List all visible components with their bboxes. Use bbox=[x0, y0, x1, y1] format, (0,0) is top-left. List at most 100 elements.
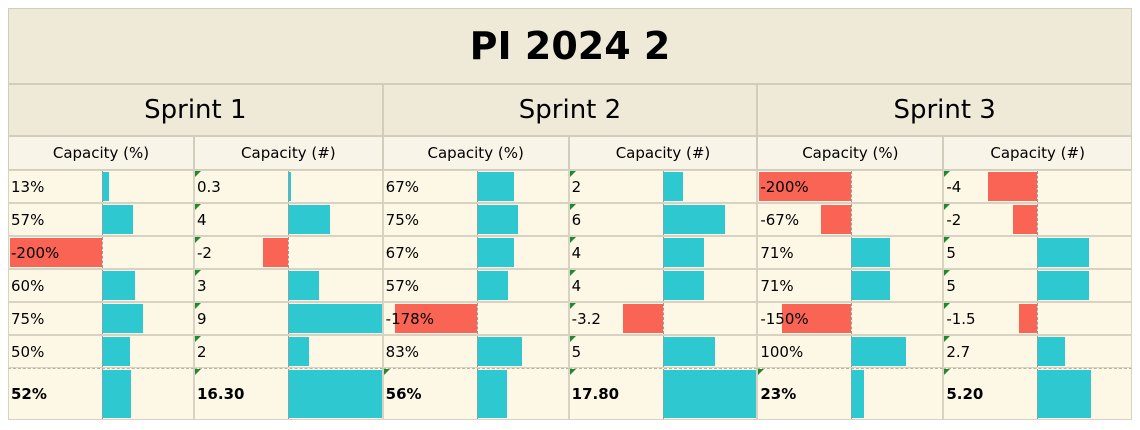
total-cell[interactable]: 52% bbox=[8, 368, 194, 420]
cell-value: 0.3 bbox=[197, 177, 221, 196]
cell-value: 3 bbox=[197, 276, 207, 295]
data-cell[interactable]: -178% bbox=[382, 302, 569, 335]
positive-bar bbox=[662, 172, 684, 201]
negative-bar bbox=[1012, 205, 1038, 234]
data-cell[interactable]: 2 bbox=[568, 170, 758, 203]
cell-value: 13% bbox=[11, 177, 45, 196]
bar-axis bbox=[476, 237, 478, 268]
cell-value: -150% bbox=[760, 309, 809, 328]
data-cell[interactable]: 5 bbox=[568, 335, 758, 368]
data-cell[interactable]: 4 bbox=[568, 269, 758, 302]
data-cell[interactable]: 5 bbox=[943, 269, 1132, 302]
data-cell[interactable]: 0.3 bbox=[194, 170, 383, 203]
total-cell[interactable]: 17.80 bbox=[568, 368, 758, 420]
sprint-header: Sprint 3 bbox=[757, 84, 1132, 136]
total-cell[interactable]: 23% bbox=[757, 368, 944, 420]
capacity-count-header: Capacity (#) bbox=[568, 136, 758, 170]
data-cell[interactable]: -2 bbox=[943, 203, 1132, 236]
bar-axis bbox=[851, 369, 853, 419]
bar-axis bbox=[288, 171, 289, 202]
comment-marker-icon bbox=[569, 237, 576, 243]
comment-marker-icon bbox=[195, 204, 201, 210]
total-cell[interactable]: 5.20 bbox=[943, 368, 1132, 420]
cell-value: 75% bbox=[11, 309, 45, 328]
comment-marker-icon bbox=[195, 369, 201, 375]
data-cell[interactable]: 57% bbox=[8, 203, 194, 236]
data-cell[interactable]: 5 bbox=[943, 236, 1132, 269]
cell-value: -200% bbox=[760, 177, 809, 196]
data-cell[interactable]: 6 bbox=[568, 203, 758, 236]
data-cell[interactable]: 4 bbox=[194, 203, 383, 236]
data-cell[interactable]: 75% bbox=[382, 203, 569, 236]
cell-value: 2 bbox=[571, 177, 582, 196]
bar-axis bbox=[1037, 336, 1039, 367]
negative-bar bbox=[782, 304, 852, 333]
bar-axis bbox=[1037, 369, 1039, 419]
data-cell[interactable]: 13% bbox=[8, 170, 194, 203]
comment-marker-icon bbox=[569, 369, 576, 375]
bar-axis bbox=[1037, 204, 1039, 235]
data-cell[interactable]: 2 bbox=[194, 335, 383, 368]
positive-bar bbox=[662, 271, 705, 300]
positive-bar bbox=[851, 370, 864, 418]
data-cell[interactable]: -67% bbox=[757, 203, 944, 236]
data-cell[interactable]: 2.7 bbox=[943, 335, 1132, 368]
negative-bar bbox=[394, 304, 477, 333]
data-cell[interactable]: -2 bbox=[194, 236, 383, 269]
cell-value: 71% bbox=[760, 243, 794, 262]
comment-marker-icon bbox=[944, 369, 951, 375]
page-title: PI 2024 2 bbox=[8, 8, 1132, 84]
bar-axis bbox=[476, 303, 478, 334]
data-cell[interactable]: 4 bbox=[568, 236, 758, 269]
cell-value: 57% bbox=[385, 276, 419, 295]
data-cell[interactable]: -1.5 bbox=[943, 302, 1132, 335]
total-value: 17.80 bbox=[571, 385, 620, 403]
cell-value: -3.2 bbox=[571, 309, 601, 328]
positive-bar bbox=[476, 271, 508, 300]
bar-axis bbox=[851, 204, 853, 235]
bar-axis bbox=[102, 270, 103, 301]
positive-bar bbox=[476, 238, 514, 267]
total-cell[interactable]: 56% bbox=[382, 368, 569, 420]
comment-marker-icon bbox=[195, 336, 201, 342]
data-cell[interactable]: 50% bbox=[8, 335, 194, 368]
data-cell[interactable]: 67% bbox=[382, 170, 569, 203]
total-cell[interactable]: 16.30 bbox=[194, 368, 383, 420]
bar-axis bbox=[662, 303, 664, 334]
positive-bar bbox=[476, 205, 518, 234]
data-cell[interactable]: -200% bbox=[757, 170, 944, 203]
bar-axis bbox=[476, 336, 478, 367]
data-cell[interactable]: 83% bbox=[382, 335, 569, 368]
cell-value: 9 bbox=[197, 309, 207, 328]
data-cell[interactable]: 9 bbox=[194, 302, 383, 335]
data-cell[interactable]: -150% bbox=[757, 302, 944, 335]
positive-bar bbox=[851, 271, 891, 300]
cell-value: 67% bbox=[385, 243, 419, 262]
data-cell[interactable]: 57% bbox=[382, 269, 569, 302]
bar-axis bbox=[102, 369, 103, 419]
bar-axis bbox=[102, 303, 103, 334]
bar-axis bbox=[288, 204, 289, 235]
comment-marker-icon bbox=[569, 336, 576, 342]
data-cell[interactable]: 60% bbox=[8, 269, 194, 302]
bar-axis bbox=[288, 336, 289, 367]
bar-axis bbox=[851, 270, 853, 301]
data-cell[interactable]: 100% bbox=[757, 335, 944, 368]
total-value: 23% bbox=[760, 385, 797, 403]
total-value: 52% bbox=[11, 385, 47, 403]
data-cell[interactable]: 3 bbox=[194, 269, 383, 302]
positive-bar bbox=[662, 370, 757, 418]
bar-axis bbox=[851, 303, 853, 334]
bar-axis bbox=[662, 204, 664, 235]
data-cell[interactable]: 71% bbox=[757, 236, 944, 269]
data-cell[interactable]: -200% bbox=[8, 236, 194, 269]
data-cell[interactable]: 71% bbox=[757, 269, 944, 302]
data-cell[interactable]: 75% bbox=[8, 302, 194, 335]
cell-value: -4 bbox=[946, 177, 962, 196]
bar-axis bbox=[1037, 171, 1039, 202]
cell-value: 83% bbox=[385, 342, 419, 361]
comment-marker-icon bbox=[944, 171, 951, 177]
data-cell[interactable]: -4 bbox=[943, 170, 1132, 203]
data-cell[interactable]: 67% bbox=[382, 236, 569, 269]
data-cell[interactable]: -3.2 bbox=[568, 302, 758, 335]
